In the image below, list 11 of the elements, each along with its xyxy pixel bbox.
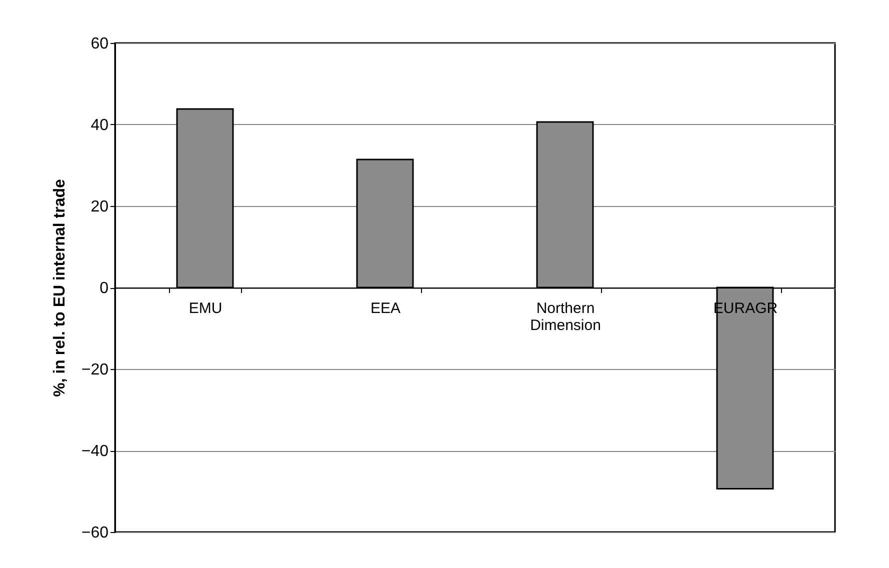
x-tick-label: EMU bbox=[188, 300, 222, 317]
y-tick-label: 20 bbox=[90, 198, 109, 216]
y-tick-label: −40 bbox=[81, 443, 109, 460]
x-tick-label: EEA bbox=[370, 300, 401, 317]
x-tick-label: Northern Dimension bbox=[530, 300, 601, 334]
y-tick-label: 40 bbox=[90, 117, 109, 134]
y-axis-title: %, in rel. to EU internal trade bbox=[51, 178, 68, 397]
y-tick-label: 0 bbox=[100, 280, 109, 297]
y-tick-label: −60 bbox=[81, 524, 109, 542]
y-tick-label: −20 bbox=[81, 362, 109, 378]
y-tick-label: 60 bbox=[90, 36, 109, 52]
